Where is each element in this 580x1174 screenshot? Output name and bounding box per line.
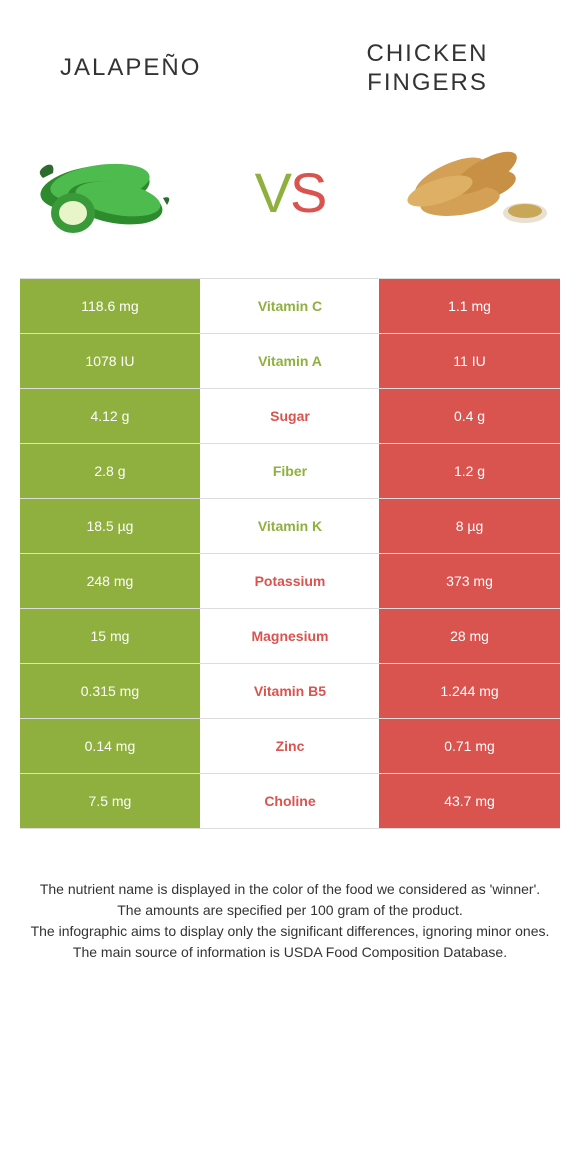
vs-label: VS [255, 160, 326, 225]
right-value: 1.1 mg [379, 279, 560, 333]
left-value: 2.8 g [20, 444, 201, 498]
footnote-line3: The infographic aims to display only the… [20, 921, 560, 942]
footnote-line2: The amounts are specified per 100 gram o… [20, 900, 560, 921]
chicken-fingers-image [390, 138, 560, 248]
nutrient-label: Fiber [201, 444, 379, 498]
left-value: 1078 IU [20, 334, 201, 388]
footnote-line4: The main source of information is USDA F… [20, 942, 560, 963]
footnote: The nutrient name is displayed in the co… [20, 879, 560, 963]
header: JALAPEÑO CHICKEN FINGERS [0, 0, 580, 118]
right-value: 0.4 g [379, 389, 560, 443]
table-row: 0.14 mgZinc0.71 mg [20, 719, 560, 774]
right-value: 1.244 mg [379, 664, 560, 718]
right-title: CHICKEN FINGERS [305, 40, 550, 98]
nutrient-label: Choline [201, 774, 379, 828]
nutrient-label: Zinc [201, 719, 379, 773]
left-value: 118.6 mg [20, 279, 201, 333]
comparison-table: 118.6 mgVitamin C1.1 mg1078 IUVitamin A1… [20, 278, 560, 829]
left-value: 248 mg [20, 554, 201, 608]
vs-v-letter: V [255, 161, 290, 224]
nutrient-label: Vitamin B5 [201, 664, 379, 718]
nutrient-label: Sugar [201, 389, 379, 443]
left-value: 7.5 mg [20, 774, 201, 828]
table-row: 1078 IUVitamin A11 IU [20, 334, 560, 389]
table-row: 248 mgPotassium373 mg [20, 554, 560, 609]
table-row: 118.6 mgVitamin C1.1 mg [20, 279, 560, 334]
left-value: 18.5 µg [20, 499, 201, 553]
left-value: 15 mg [20, 609, 201, 663]
table-row: 2.8 gFiber1.2 g [20, 444, 560, 499]
table-row: 15 mgMagnesium28 mg [20, 609, 560, 664]
nutrient-label: Vitamin K [201, 499, 379, 553]
table-row: 0.315 mgVitamin B51.244 mg [20, 664, 560, 719]
nutrient-label: Potassium [201, 554, 379, 608]
right-value: 11 IU [379, 334, 560, 388]
left-title: JALAPEÑO [30, 54, 305, 83]
nutrient-label: Vitamin A [201, 334, 379, 388]
right-value: 43.7 mg [379, 774, 560, 828]
right-value: 28 mg [379, 609, 560, 663]
table-row: 4.12 gSugar0.4 g [20, 389, 560, 444]
left-value: 4.12 g [20, 389, 201, 443]
left-value: 0.14 mg [20, 719, 201, 773]
nutrient-label: Vitamin C [201, 279, 379, 333]
right-value: 8 µg [379, 499, 560, 553]
right-value: 0.71 mg [379, 719, 560, 773]
nutrient-label: Magnesium [201, 609, 379, 663]
table-row: 7.5 mgCholine43.7 mg [20, 774, 560, 829]
left-value: 0.315 mg [20, 664, 201, 718]
footnote-line1: The nutrient name is displayed in the co… [20, 879, 560, 900]
right-value: 373 mg [379, 554, 560, 608]
jalapeno-image [20, 138, 190, 248]
table-row: 18.5 µgVitamin K8 µg [20, 499, 560, 554]
vs-s-letter: S [290, 161, 325, 224]
right-value: 1.2 g [379, 444, 560, 498]
images-row: VS [0, 118, 580, 278]
